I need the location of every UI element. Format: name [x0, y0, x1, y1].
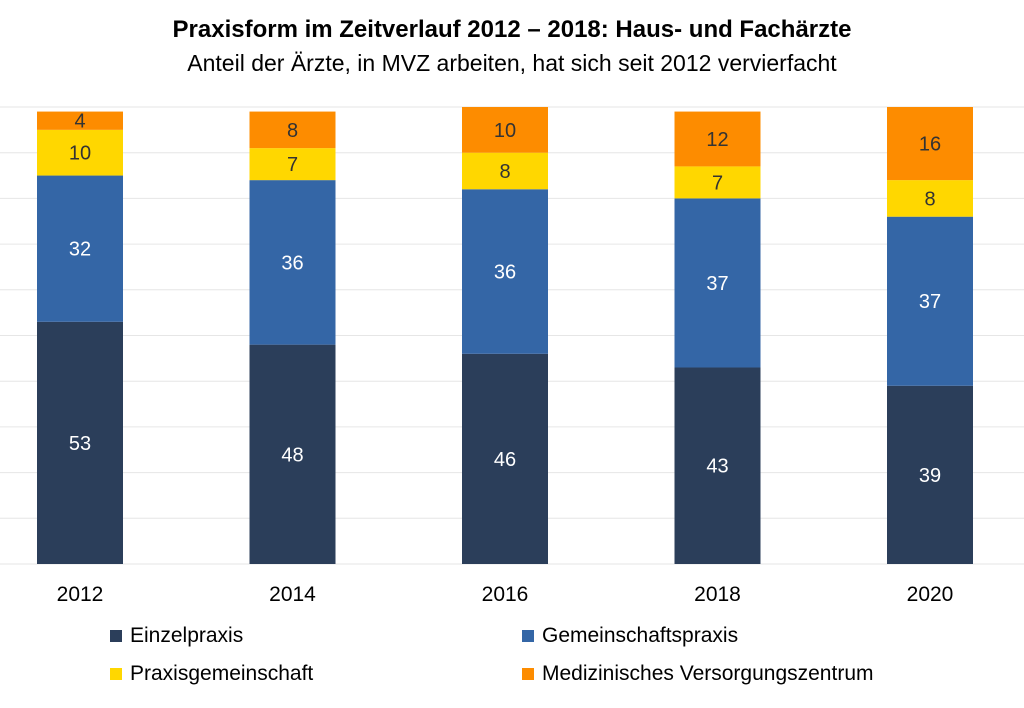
data-label: 37 — [706, 273, 728, 295]
legend-label: Praxisgemeinschaft — [130, 662, 314, 685]
bar-segment — [249, 111, 336, 149]
data-label: 43 — [706, 456, 728, 478]
data-label: 39 — [919, 465, 941, 487]
bar-segment — [887, 216, 973, 386]
data-label: 16 — [919, 134, 941, 156]
data-label: 10 — [494, 120, 516, 142]
legend-item: Gemeinschaftspraxis — [522, 624, 738, 648]
bar-segment — [462, 152, 548, 190]
data-label: 46 — [494, 449, 516, 471]
bar-segment — [37, 129, 123, 176]
x-tick-label: 2016 — [482, 583, 529, 606]
bar-segment — [462, 107, 548, 153]
data-label: 48 — [281, 444, 303, 466]
bar-segment — [887, 180, 973, 217]
data-label: 32 — [69, 239, 91, 261]
legend-swatch — [522, 630, 534, 642]
legend-label: Medizinisches Versorgungszentrum — [542, 662, 874, 685]
legend-swatch — [110, 668, 122, 680]
bar-segment — [37, 111, 123, 130]
chart-title: Praxisform im Zeitverlauf 2012 – 2018: H… — [172, 16, 852, 43]
legend-item: Medizinisches Versorgungszentrum — [522, 662, 874, 686]
data-label: 37 — [919, 291, 941, 313]
x-tick-label: 2018 — [694, 583, 741, 606]
bar-segment — [37, 175, 123, 322]
data-label: 12 — [706, 129, 728, 151]
data-label: 7 — [287, 154, 298, 176]
bar-segment — [674, 198, 761, 368]
legend-item: Einzelpraxis — [110, 624, 243, 648]
legend-item: Praxisgemeinschaft — [110, 662, 313, 686]
x-tick-label: 2012 — [57, 583, 104, 606]
bar-segment — [249, 180, 336, 345]
bar-segment — [887, 385, 973, 564]
data-label: 8 — [499, 161, 510, 183]
bar-segment — [37, 321, 123, 564]
bar-segment — [887, 107, 973, 181]
legend-swatch — [522, 668, 534, 680]
bar-segment — [674, 111, 761, 167]
data-label: 53 — [69, 433, 91, 455]
x-tick-label: 2020 — [907, 583, 954, 606]
data-label: 7 — [712, 172, 723, 194]
bar-segment — [249, 148, 336, 181]
legend-swatch — [110, 630, 122, 642]
bar-segment — [674, 367, 761, 564]
bar-segment — [674, 166, 761, 199]
bar-segment — [462, 353, 548, 564]
chart-subtitle: Anteil der Ärzte, in MVZ arbeiten, hat s… — [187, 50, 837, 76]
bar-segment — [249, 344, 336, 564]
data-label: 36 — [494, 262, 516, 284]
legend-label: Einzelpraxis — [130, 624, 244, 647]
legend-label: Gemeinschaftspraxis — [542, 624, 739, 647]
data-label: 8 — [924, 188, 935, 210]
bar-segment — [462, 189, 548, 354]
data-label: 36 — [281, 252, 303, 274]
data-label: 4 — [74, 111, 85, 133]
data-label: 8 — [287, 120, 298, 142]
data-label: 10 — [69, 143, 91, 165]
x-tick-label: 2014 — [269, 583, 316, 606]
